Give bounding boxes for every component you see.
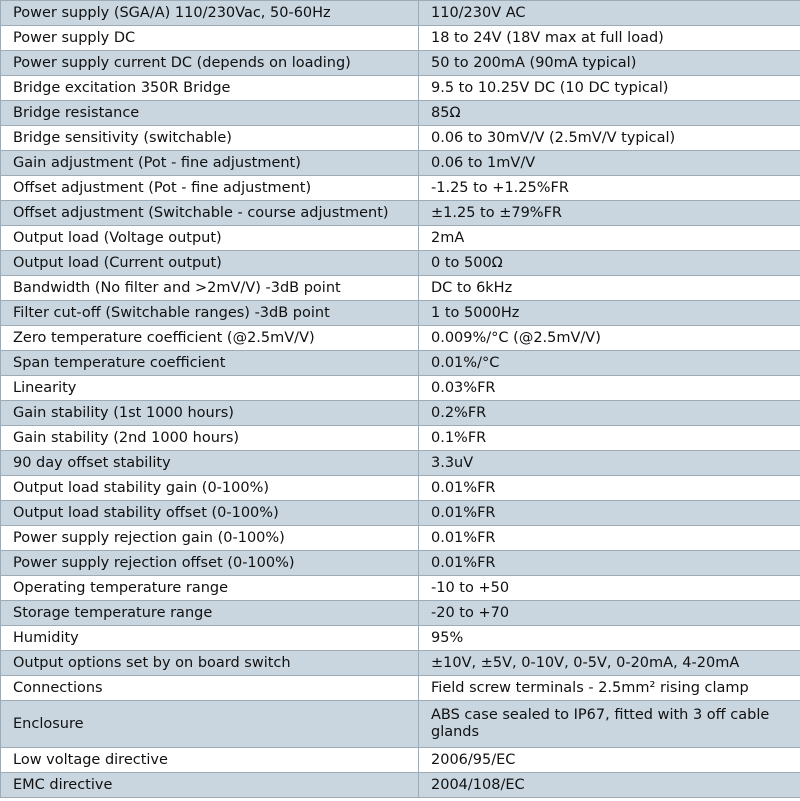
spec-value: 0.01%/°C: [418, 350, 800, 376]
table-row: Humidity 95%: [0, 625, 800, 651]
spec-value: ±1.25 to ±79%FR: [418, 200, 800, 226]
table-row: Bridge sensitivity (switchable) 0.06 to 3…: [0, 125, 800, 151]
spec-parameter: Gain stability (1st 1000 hours): [0, 400, 419, 426]
spec-value: 0.1%FR: [418, 425, 800, 451]
table-row: Filter cut-off (Switchable ranges) -3dB …: [0, 300, 800, 326]
spec-value: 2004/108/EC: [418, 772, 800, 798]
spec-value: 18 to 24V (18V max at full load): [418, 25, 800, 51]
spec-parameter: Output load stability gain (0-100%): [0, 475, 419, 501]
spec-parameter: Span temperature coefficient: [0, 350, 419, 376]
spec-parameter: Gain adjustment (Pot - fine adjustment): [0, 150, 419, 176]
spec-value: 110/230V AC: [418, 0, 800, 26]
spec-value: 0.03%FR: [418, 375, 800, 401]
table-row: Linearity 0.03%FR: [0, 375, 800, 401]
spec-parameter: Connections: [0, 675, 419, 701]
spec-value: 50 to 200mA (90mA typical): [418, 50, 800, 76]
spec-value: 0 to 500Ω: [418, 250, 800, 276]
spec-parameter: Offset adjustment (Switchable - course a…: [0, 200, 419, 226]
spec-parameter: Bridge excitation 350R Bridge: [0, 75, 419, 101]
spec-parameter: Power supply rejection gain (0-100%): [0, 525, 419, 551]
spec-value: -10 to +50: [418, 575, 800, 601]
spec-parameter: Power supply (SGA/A) 110/230Vac, 50-60Hz: [0, 0, 419, 26]
spec-parameter: Storage temperature range: [0, 600, 419, 626]
table-row: EMC directive 2004/108/EC: [0, 772, 800, 798]
table-row: Connections Field screw terminals - 2.5mm…: [0, 675, 800, 701]
spec-value: 0.01%FR: [418, 500, 800, 526]
spec-parameter: Bridge sensitivity (switchable): [0, 125, 419, 151]
table-row: Offset adjustment (Switchable - course a…: [0, 200, 800, 226]
spec-value: ±10V, ±5V, 0-10V, 0-5V, 0-20mA, 4-20mA: [418, 650, 800, 676]
spec-parameter: Low voltage directive: [0, 747, 419, 773]
table-row: 90 day offset stability 3.3uV: [0, 450, 800, 476]
spec-value: -1.25 to +1.25%FR: [418, 175, 800, 201]
table-row: Output load stability offset (0-100%) 0.0…: [0, 500, 800, 526]
spec-value: 95%: [418, 625, 800, 651]
spec-parameter: Output options set by on board switch: [0, 650, 419, 676]
spec-parameter: Linearity: [0, 375, 419, 401]
spec-parameter: Output load stability offset (0-100%): [0, 500, 419, 526]
spec-value: 0.06 to 1mV/V: [418, 150, 800, 176]
spec-parameter: Output load (Current output): [0, 250, 419, 276]
table-row: Zero temperature coefficient (@2.5mV/V) 0…: [0, 325, 800, 351]
spec-value: Field screw terminals - 2.5mm² rising cl…: [418, 675, 800, 701]
table-row: Output options set by on board switch ±10…: [0, 650, 800, 676]
spec-parameter: Offset adjustment (Pot - fine adjustment…: [0, 175, 419, 201]
spec-value: 9.5 to 10.25V DC (10 DC typical): [418, 75, 800, 101]
spec-value: 0.01%FR: [418, 525, 800, 551]
table-row: Gain stability (2nd 1000 hours) 0.1%FR: [0, 425, 800, 451]
table-row: Offset adjustment (Pot - fine adjustment…: [0, 175, 800, 201]
table-row: Power supply (SGA/A) 110/230Vac, 50-60Hz…: [0, 0, 800, 26]
table-row: Bandwidth (No filter and >2mV/V) -3dB po…: [0, 275, 800, 301]
spec-parameter: Output load (Voltage output): [0, 225, 419, 251]
table-row: Low voltage directive 2006/95/EC: [0, 747, 800, 773]
spec-parameter: Filter cut-off (Switchable ranges) -3dB …: [0, 300, 419, 326]
table-row: Bridge resistance 85Ω: [0, 100, 800, 126]
spec-value: 3.3uV: [418, 450, 800, 476]
spec-value: DC to 6kHz: [418, 275, 800, 301]
spec-parameter: Operating temperature range: [0, 575, 419, 601]
spec-parameter: Bridge resistance: [0, 100, 419, 126]
spec-value: 1 to 5000Hz: [418, 300, 800, 326]
spec-value: 85Ω: [418, 100, 800, 126]
spec-parameter: Power supply DC: [0, 25, 419, 51]
spec-parameter: Zero temperature coefficient (@2.5mV/V): [0, 325, 419, 351]
table-row: Output load (Current output) 0 to 500Ω: [0, 250, 800, 276]
table-row: Storage temperature range -20 to +70: [0, 600, 800, 626]
spec-parameter: Humidity: [0, 625, 419, 651]
spec-parameter: EMC directive: [0, 772, 419, 798]
spec-value: 0.06 to 30mV/V (2.5mV/V typical): [418, 125, 800, 151]
spec-value: 2mA: [418, 225, 800, 251]
table-row: Power supply current DC (depends on load…: [0, 50, 800, 76]
table-row: Output load stability gain (0-100%) 0.01%…: [0, 475, 800, 501]
table-row: Enclosure ABS case sealed to IP67, fitted…: [0, 700, 800, 748]
spec-value: 0.009%/°C (@2.5mV/V): [418, 325, 800, 351]
spec-value: 0.01%FR: [418, 475, 800, 501]
spec-value: ABS case sealed to IP67, fitted with 3 o…: [418, 700, 800, 748]
spec-parameter: 90 day offset stability: [0, 450, 419, 476]
spec-value: -20 to +70: [418, 600, 800, 626]
table-row: Power supply rejection offset (0-100%) 0.…: [0, 550, 800, 576]
spec-parameter: Power supply current DC (depends on load…: [0, 50, 419, 76]
spec-value: 0.01%FR: [418, 550, 800, 576]
table-row: Gain stability (1st 1000 hours) 0.2%FR: [0, 400, 800, 426]
spec-parameter: Enclosure: [0, 700, 419, 748]
table-row: Gain adjustment (Pot - fine adjustment) 0…: [0, 150, 800, 176]
table-row: Output load (Voltage output) 2mA: [0, 225, 800, 251]
spec-parameter: Bandwidth (No filter and >2mV/V) -3dB po…: [0, 275, 419, 301]
table-row: Span temperature coefficient 0.01%/°C: [0, 350, 800, 376]
table-row: Bridge excitation 350R Bridge 9.5 to 10.2…: [0, 75, 800, 101]
table-row: Power supply rejection gain (0-100%) 0.01…: [0, 525, 800, 551]
table-row: Operating temperature range -10 to +50: [0, 575, 800, 601]
spec-parameter: Power supply rejection offset (0-100%): [0, 550, 419, 576]
spec-parameter: Gain stability (2nd 1000 hours): [0, 425, 419, 451]
spec-value: 2006/95/EC: [418, 747, 800, 773]
spec-value: 0.2%FR: [418, 400, 800, 426]
table-row: Power supply DC 18 to 24V (18V max at ful…: [0, 25, 800, 51]
